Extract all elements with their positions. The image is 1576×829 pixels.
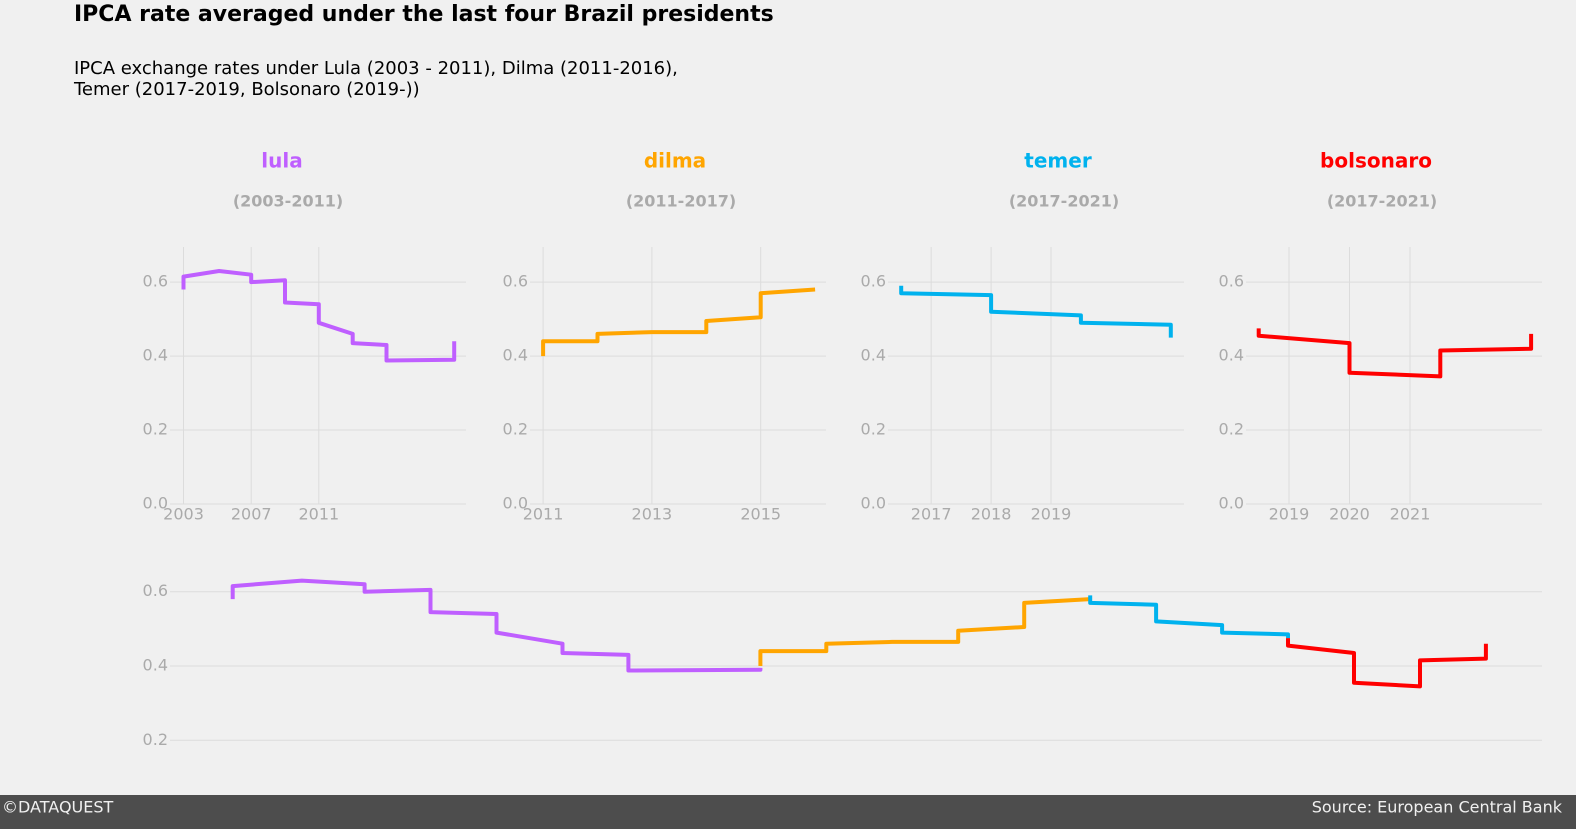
panel-title: bolsonaro [1320,149,1432,173]
x-tick-label: 2011 [298,505,339,524]
page-title: IPCA rate averaged under the last four B… [74,2,774,27]
y-tick-label: 0.2 [1219,420,1244,439]
panel-subtitle: (2017-2021) [1009,192,1119,211]
y-tick-label: 0.4 [143,656,168,675]
data-line [899,285,1173,338]
x-tick-label: 2013 [632,505,673,524]
footer-bar [0,795,1576,829]
y-tick-label: 0.4 [143,346,168,365]
y-tick-label: 0.0 [503,494,528,513]
panel-subtitle: (2017-2021) [1327,192,1437,211]
x-tick-label: 2021 [1390,505,1431,524]
x-tick-label: 2017 [911,505,952,524]
data-line [1256,328,1534,379]
footer-left: ©DATAQUEST [2,798,114,817]
x-tick-label: 2011 [523,505,564,524]
x-tick-label: 2018 [971,505,1012,524]
x-tick-label: 2019 [1031,505,1072,524]
data-line [1286,638,1488,689]
x-tick-label: 2020 [1329,505,1370,524]
panel-title: lula [261,149,302,173]
y-tick-label: 0.2 [143,730,168,749]
y-tick-label: 0.2 [503,420,528,439]
y-tick-label: 0.0 [1219,494,1244,513]
data-line [230,578,763,673]
data-line [758,597,1091,666]
panel-subtitle: (2011-2017) [626,192,736,211]
y-tick-label: 0.6 [503,272,528,291]
y-tick-label: 0.4 [1219,346,1244,365]
x-tick-label: 2019 [1269,505,1310,524]
panel-title: dilma [644,149,706,173]
data-line [1088,595,1290,639]
y-tick-label: 0.2 [861,420,886,439]
y-tick-label: 0.6 [1219,272,1244,291]
page-subtitle: Temer (2017-2019, Bolsonaro (2019-)) [73,79,420,100]
y-tick-label: 0.2 [143,420,168,439]
page-subtitle: IPCA exchange rates under Lula (2003 - 2… [74,58,678,79]
data-line [541,287,816,357]
panel-title: temer [1024,149,1092,173]
y-tick-label: 0.6 [861,272,886,291]
y-tick-label: 0.4 [503,346,528,365]
footer-right: Source: European Central Bank [1312,798,1563,817]
x-tick-label: 2003 [163,505,204,524]
x-tick-label: 2015 [740,505,781,524]
y-tick-label: 0.0 [143,494,168,513]
y-tick-label: 0.0 [861,494,886,513]
x-tick-label: 2007 [231,505,272,524]
y-tick-label: 0.6 [143,581,168,600]
data-line [181,269,457,363]
y-tick-label: 0.6 [143,272,168,291]
y-tick-label: 0.4 [861,346,886,365]
panel-subtitle: (2003-2011) [233,192,343,211]
